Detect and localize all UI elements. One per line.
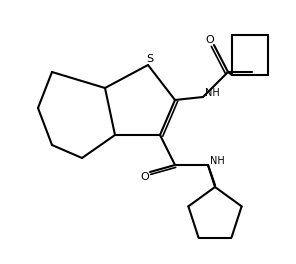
Text: O: O <box>141 172 149 182</box>
Text: O: O <box>206 35 214 45</box>
Text: NH: NH <box>205 88 220 98</box>
Text: NH: NH <box>210 156 225 166</box>
Text: S: S <box>147 54 154 64</box>
